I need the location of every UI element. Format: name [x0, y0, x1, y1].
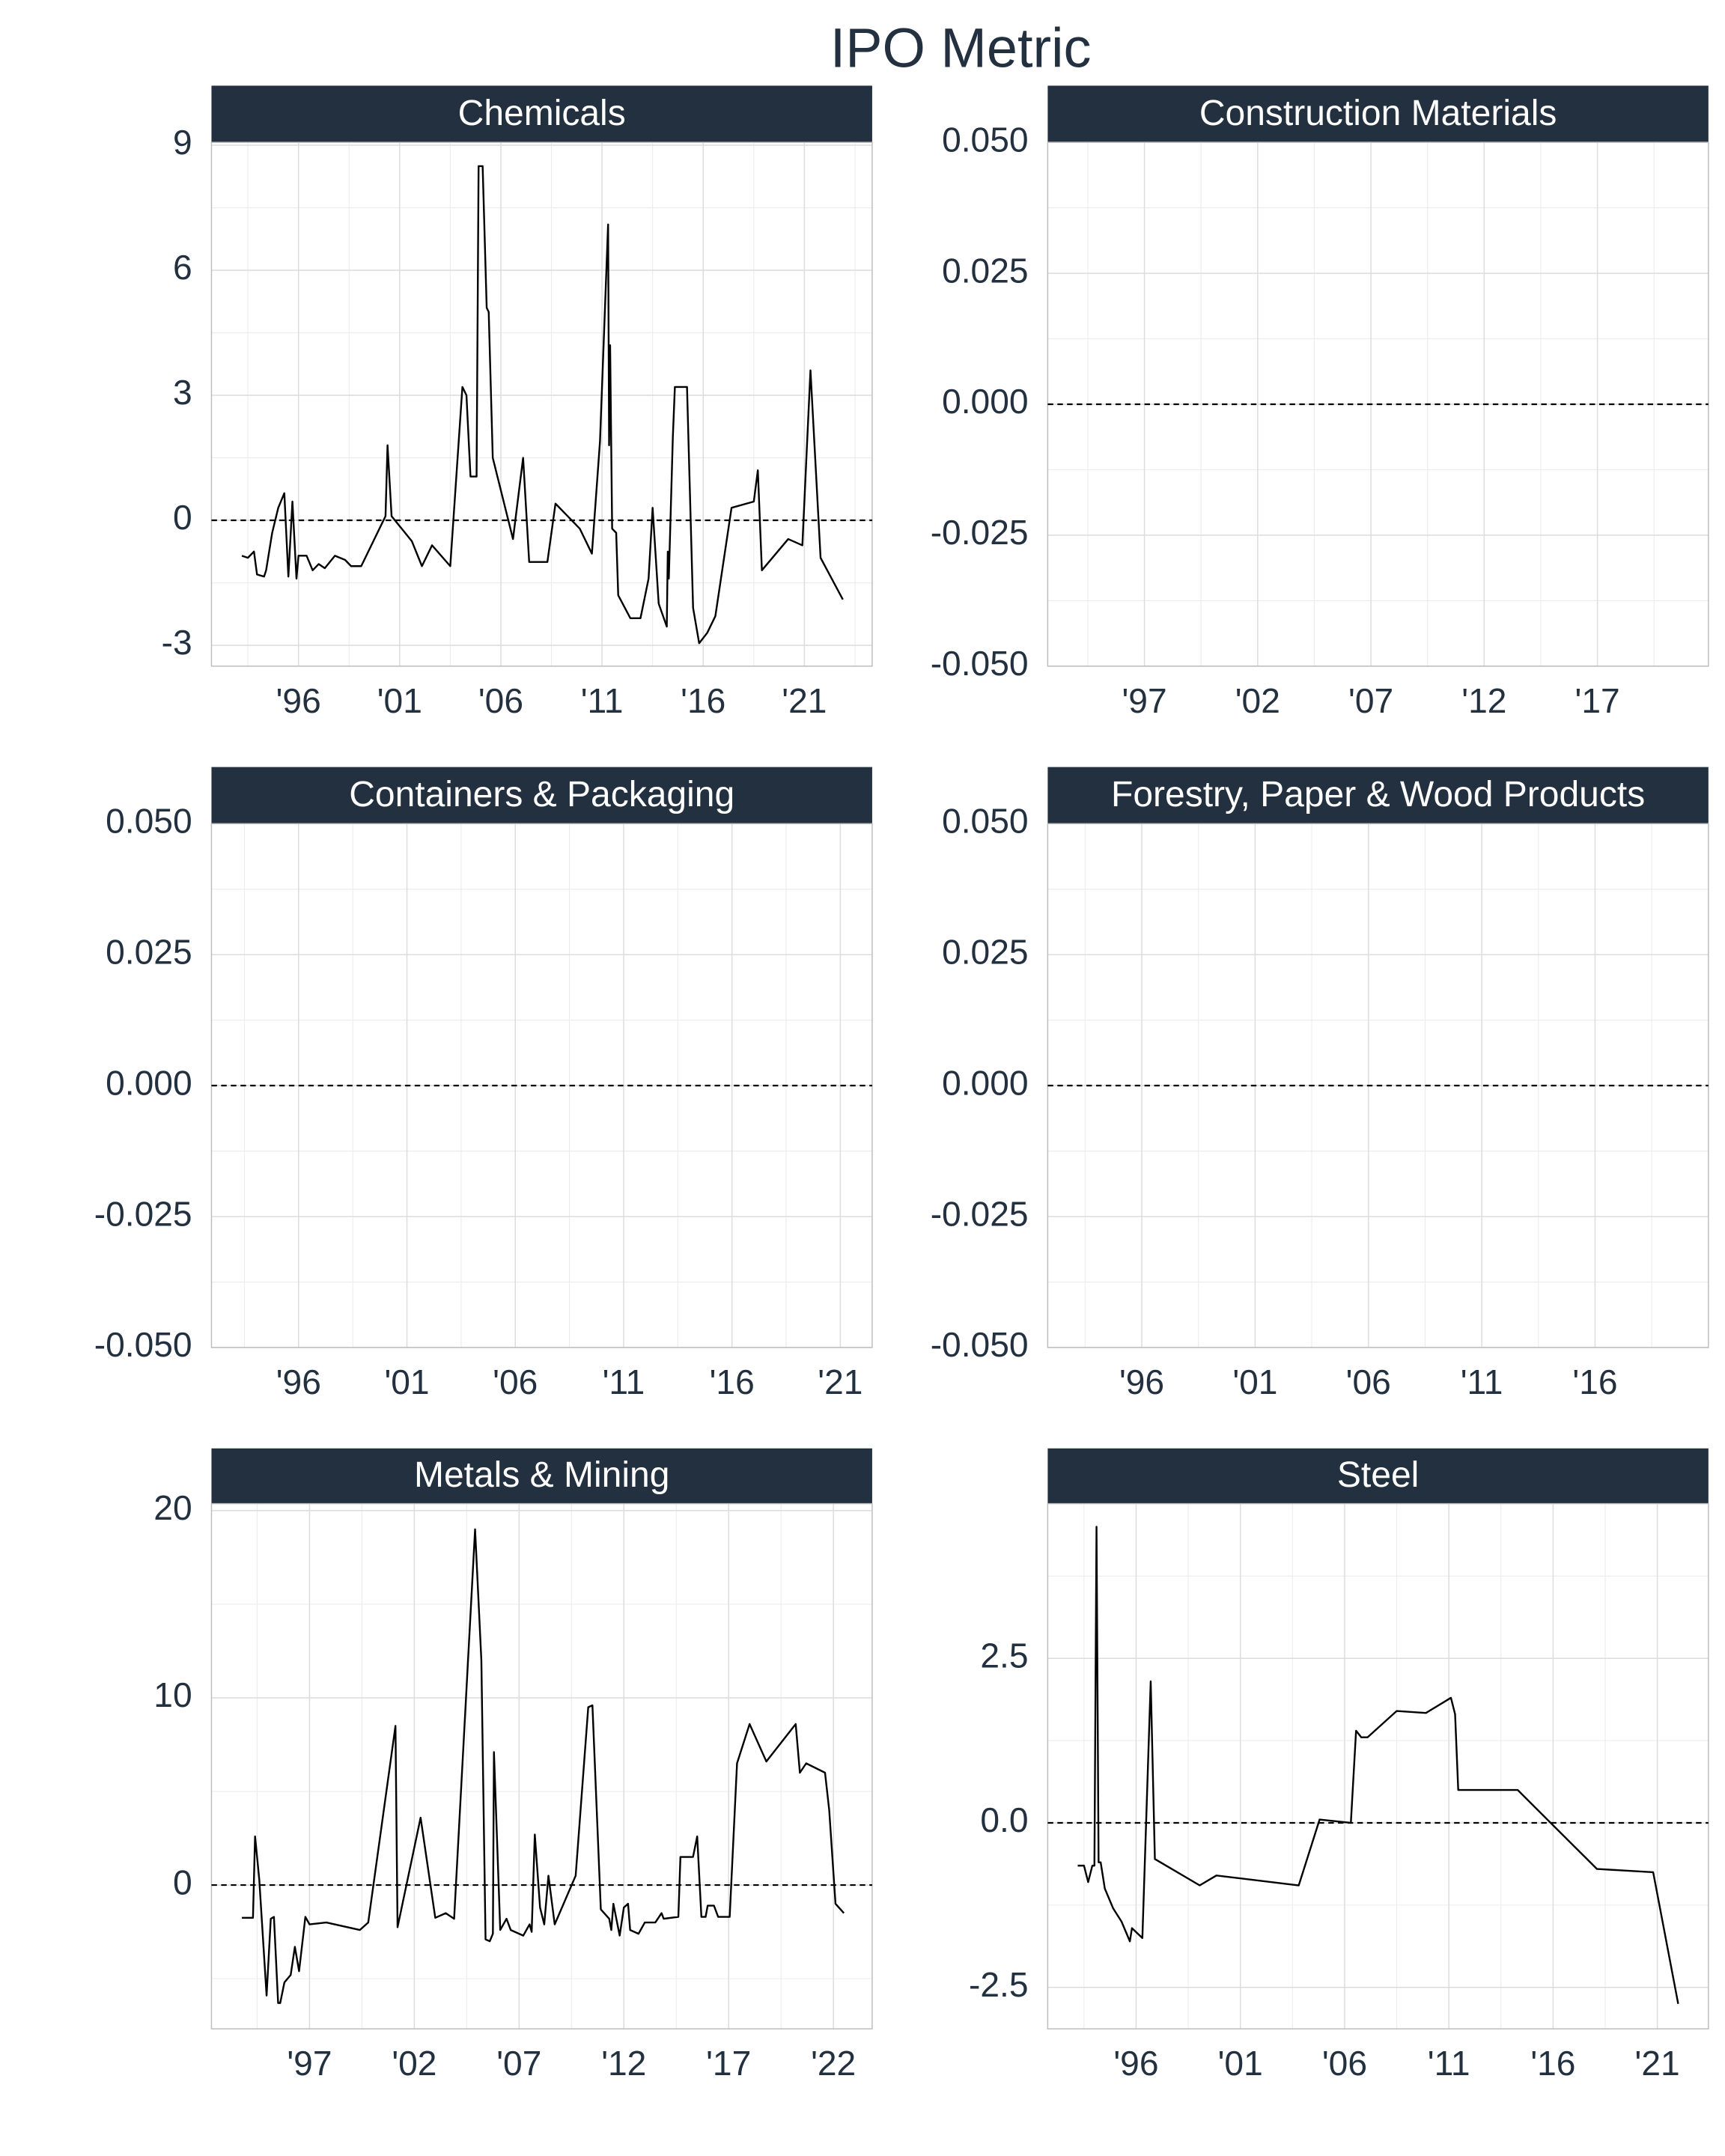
data-line: [241, 165, 844, 645]
data-line: [242, 1528, 845, 2004]
y-tick-label: 0.025: [942, 251, 1028, 290]
y-tick-label: 0.0: [980, 1800, 1028, 1839]
x-tick-label: '11: [581, 681, 624, 720]
strip-title: Construction Materials: [1199, 94, 1557, 133]
y-tick-label: 0.050: [942, 120, 1028, 159]
y-tick-label: 0.000: [942, 382, 1028, 421]
x-tick-label: '96: [1119, 1362, 1164, 1401]
panel-border: [210, 1502, 873, 2029]
strip: [1047, 767, 1709, 824]
x-tick-label: '97: [287, 2044, 332, 2083]
y-tick-label: 0.050: [942, 801, 1028, 840]
x-tick-label: '16: [1530, 2044, 1575, 2083]
panel-border: [210, 141, 873, 667]
x-tick-label: '11: [1461, 1362, 1503, 1401]
strip-title: Forestry, Paper & Wood Products: [1111, 775, 1645, 814]
strip: [1047, 1448, 1709, 1504]
x-tick-label: '96: [1113, 2044, 1158, 2083]
y-tick-label: 20: [153, 1488, 192, 1527]
x-tick-label: '96: [276, 681, 321, 720]
y-tick-label: -0.025: [94, 1194, 192, 1233]
x-tick-label: '17: [706, 2044, 751, 2083]
strip-title: Containers & Packaging: [349, 775, 734, 814]
strip-title: Metals & Mining: [414, 1455, 669, 1495]
panel-border: [1047, 1502, 1709, 2029]
y-tick-label: 10: [153, 1675, 192, 1714]
x-tick-label: '01: [1232, 1362, 1277, 1401]
y-tick-label: -0.050: [931, 1325, 1029, 1364]
x-tick-label: '96: [276, 1362, 321, 1401]
x-tick-label: '01: [384, 1362, 429, 1401]
x-tick-label: '11: [1428, 2044, 1470, 2083]
x-tick-label: '02: [392, 2044, 436, 2083]
y-tick-label: -3: [162, 623, 192, 662]
y-tick-label: 0.025: [942, 932, 1028, 971]
y-tick-label: 0.000: [106, 1063, 192, 1102]
x-tick-label: '16: [681, 681, 725, 720]
y-tick-label: -0.025: [931, 1194, 1029, 1233]
y-tick-label: 0: [173, 1863, 192, 1901]
x-tick-label: '12: [601, 2044, 646, 2083]
y-tick-label: 0.000: [942, 1063, 1028, 1102]
strip: [211, 85, 872, 143]
data-line: [1077, 1526, 1679, 2004]
x-tick-label: '21: [782, 681, 827, 720]
y-tick-label: -2.5: [969, 1965, 1029, 2004]
x-tick-label: '06: [493, 1362, 538, 1401]
x-tick-label: '07: [1348, 681, 1393, 720]
x-tick-label: '06: [1346, 1362, 1391, 1401]
strip: [211, 1448, 872, 1504]
x-tick-label: '06: [1322, 2044, 1367, 2083]
x-tick-label: '21: [818, 1362, 862, 1401]
x-tick-label: '22: [811, 2044, 856, 2083]
x-tick-label: '12: [1461, 681, 1506, 720]
y-tick-label: 3: [173, 373, 192, 412]
y-tick-label: -0.025: [931, 513, 1029, 552]
x-tick-label: '01: [377, 681, 422, 720]
x-tick-label: '11: [603, 1362, 645, 1401]
y-tick-label: 0.050: [106, 801, 192, 840]
y-tick-label: 9: [173, 123, 192, 162]
x-tick-label: '97: [1122, 681, 1166, 720]
x-tick-label: '02: [1235, 681, 1280, 720]
x-tick-label: '07: [496, 2044, 541, 2083]
strip: [1047, 85, 1709, 143]
x-tick-label: '16: [710, 1362, 755, 1401]
y-tick-label: 0.025: [106, 932, 192, 971]
y-tick-label: -0.050: [94, 1325, 192, 1364]
x-tick-label: '01: [1218, 2044, 1263, 2083]
x-tick-label: '21: [1635, 2044, 1680, 2083]
chart-title: IPO Metric: [830, 17, 1092, 79]
y-tick-label: 6: [173, 248, 192, 287]
y-tick-label: -0.050: [931, 644, 1029, 683]
strip-title: Chemicals: [458, 94, 626, 133]
y-tick-label: 2.5: [980, 1636, 1028, 1675]
x-tick-label: '16: [1572, 1362, 1617, 1401]
x-tick-label: '06: [478, 681, 523, 720]
y-tick-label: 0: [173, 498, 192, 537]
strip: [211, 767, 872, 824]
x-tick-label: '17: [1575, 681, 1620, 720]
strip-title: Steel: [1337, 1455, 1419, 1495]
